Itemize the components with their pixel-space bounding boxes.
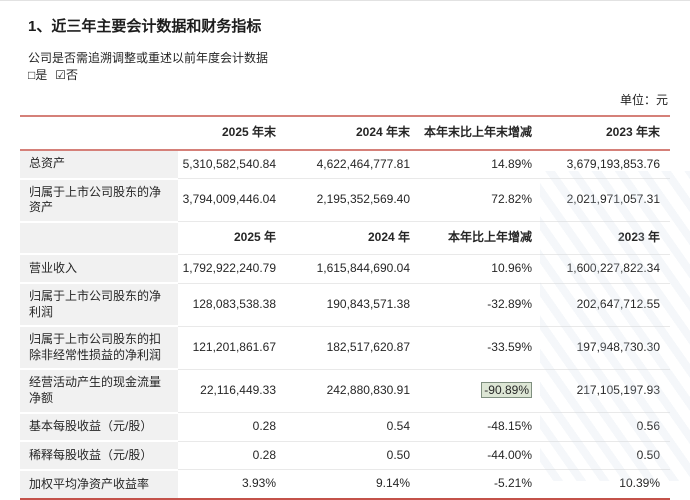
- restatement-question: 公司是否需追溯调整或重述以前年度会计数据: [28, 51, 269, 65]
- row-label: 总资产: [20, 149, 178, 180]
- table-row: 加权平均净资产收益率 3.93% 9.14% -5.21% 10.39%: [20, 469, 670, 500]
- column-header: 2024 年: [286, 221, 420, 255]
- cell-value: 121,201,861.67: [178, 326, 286, 370]
- table-row: 归属于上市公司股东的净资产 3,794,009,446.04 2,195,352,5…: [20, 178, 670, 223]
- cell-value: 0.28: [178, 441, 286, 471]
- row-label: 归属于上市公司股东的净资产: [20, 178, 178, 223]
- column-header: 2025 年末: [178, 115, 286, 151]
- page-title: 1、近三年主要会计数据和财务指标: [28, 18, 262, 35]
- row-label: 稀释每股收益（元/股）: [20, 441, 178, 471]
- highlighted-value: -90.89%: [481, 382, 532, 399]
- checkbox-checked-icon: ☑: [55, 68, 67, 82]
- column-header: 2024 年末: [286, 115, 420, 151]
- checkbox-unchecked-icon: □: [28, 68, 36, 82]
- table-row: 归属于上市公司股东的扣除非经常性损益的净利润 121,201,861.67 182,…: [20, 326, 670, 371]
- table-row: 营业收入 1,792,922,240.79 1,615,844,690.04 10.9…: [20, 254, 670, 285]
- cell-value: 9.14%: [286, 469, 420, 500]
- year-header-row: 2025 年 2024 年本年比上年增减 2023 年: [20, 221, 670, 256]
- row-label: 归属于上市公司股东的扣除非经常性损益的净利润: [20, 326, 178, 371]
- table-row: 经营活动产生的现金流量净额 22,116,449.33 242,880,830.91…: [20, 369, 670, 414]
- column-header: 2025 年: [178, 221, 286, 255]
- cell-value: 0.56: [542, 412, 670, 442]
- table-row: 总资产 5,310,582,540.84 4,622,464,777.81 14.89…: [20, 149, 670, 180]
- cell-value: 217,105,197.93: [542, 369, 670, 414]
- cell-value: 1,792,922,240.79: [178, 254, 286, 284]
- cell-value: 3,679,193,853.76: [542, 149, 670, 180]
- cell-value: 4,622,464,777.81: [286, 149, 420, 180]
- financial-table-body: 2025 年末 2024 年末 本年末比上年末增减 2023 年末 总资产 5,310,5…: [20, 115, 670, 500]
- restatement-options: □是 ☑否: [28, 67, 690, 84]
- cell-value: -33.59%: [420, 326, 542, 370]
- option-yes-label: 是: [35, 68, 48, 82]
- column-header: [20, 115, 178, 151]
- unit-label: 单位：元: [619, 93, 668, 107]
- column-header: 2023 年: [542, 221, 670, 255]
- cell-value: 10.39%: [542, 469, 670, 500]
- cell-value: 190,843,571.38: [286, 283, 420, 327]
- cell-value: 72.82%: [420, 178, 542, 223]
- cell-value: 197,948,730.30: [542, 326, 670, 370]
- cell-value: 3.93%: [178, 469, 286, 500]
- cell-value: 0.28: [178, 412, 286, 442]
- cell-value: 14.89%: [420, 149, 542, 180]
- cell-value: 22,116,449.33: [178, 369, 286, 414]
- row-label: 归属于上市公司股东的净利润: [20, 283, 178, 328]
- cell-value: -48.15%: [420, 412, 542, 442]
- cell-value: 10.96%: [420, 254, 542, 284]
- row-label: 加权平均净资产收益率: [20, 469, 178, 500]
- cell-value: 242,880,830.91: [286, 369, 420, 414]
- cell-value: 202,647,712.55: [542, 283, 670, 327]
- cell-value: 0.50: [542, 441, 670, 471]
- year-header-row: 2025 年末 2024 年末 本年末比上年末增减 2023 年末: [20, 115, 670, 151]
- cell-value: 0.54: [286, 412, 420, 442]
- column-header: 2023 年末: [542, 115, 670, 151]
- row-label: 基本每股收益（元/股）: [20, 412, 178, 443]
- cell-value: 5,310,582,540.84: [178, 149, 286, 180]
- cell-value: 1,615,844,690.04: [286, 254, 420, 284]
- table-row: 基本每股收益（元/股） 0.28 0.54 -48.15% 0.56: [20, 412, 670, 443]
- cell-value: 128,083,538.38: [178, 283, 286, 327]
- cell-value: -5.21%: [420, 469, 542, 500]
- cell-value: 182,517,620.87: [286, 326, 420, 370]
- cell-value: 1,600,227,822.34: [542, 254, 670, 284]
- financial-table: 2025 年末 2024 年末 本年末比上年末增减 2023 年末 总资产 5,310,5…: [20, 115, 670, 500]
- report-page: 1、近三年主要会计数据和财务指标 公司是否需追溯调整或重述以前年度会计数据 □是…: [0, 15, 690, 500]
- table-row: 稀释每股收益（元/股） 0.28 0.50 -44.00% 0.50: [20, 441, 670, 471]
- option-no-label: 否: [66, 68, 79, 82]
- table-row: 归属于上市公司股东的净利润 128,083,538.38 190,843,571.3…: [20, 283, 670, 328]
- cell-value: -32.89%: [420, 283, 542, 327]
- column-header: 本年比上年增减: [420, 221, 542, 255]
- row-label: 营业收入: [20, 254, 178, 285]
- row-label: 经营活动产生的现金流量净额: [20, 369, 178, 414]
- column-header: [20, 221, 178, 256]
- cell-value: 2,195,352,569.40: [286, 178, 420, 223]
- column-header: 本年末比上年末增减: [420, 115, 542, 151]
- cell-value: -90.89%: [420, 369, 542, 414]
- cell-value: 3,794,009,446.04: [178, 178, 286, 223]
- cell-value: -44.00%: [420, 441, 542, 471]
- cell-value: 0.50: [286, 441, 420, 471]
- cell-value: 2,021,971,057.31: [542, 178, 670, 223]
